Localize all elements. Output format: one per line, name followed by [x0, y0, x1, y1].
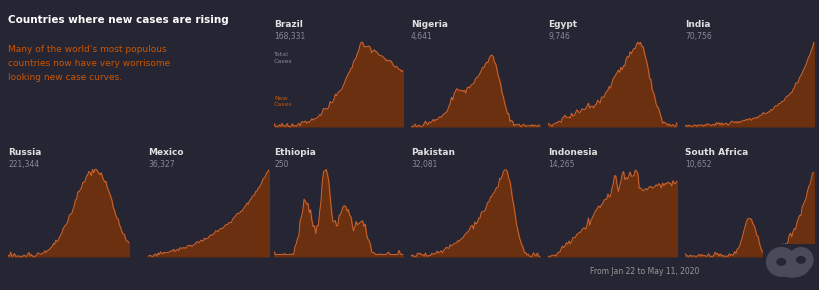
Text: 10,652: 10,652	[684, 160, 711, 169]
Text: Russia: Russia	[8, 148, 42, 157]
Text: India: India	[684, 20, 710, 29]
Text: 70,756: 70,756	[684, 32, 711, 41]
Text: South Africa: South Africa	[684, 148, 748, 157]
Circle shape	[776, 259, 785, 265]
Ellipse shape	[774, 255, 808, 277]
Text: 36,327: 36,327	[148, 160, 174, 169]
Text: 14,265: 14,265	[547, 160, 574, 169]
Text: From Jan 22 to May 11, 2020: From Jan 22 to May 11, 2020	[590, 267, 699, 275]
Text: Countries where new cases are rising: Countries where new cases are rising	[8, 15, 229, 25]
Text: Nigeria: Nigeria	[410, 20, 447, 29]
Text: Pakistan: Pakistan	[410, 148, 455, 157]
Text: Indonesia: Indonesia	[547, 148, 597, 157]
Ellipse shape	[766, 248, 795, 276]
Text: Ethiopia: Ethiopia	[274, 148, 315, 157]
Text: 32,081: 32,081	[410, 160, 437, 169]
Ellipse shape	[788, 248, 812, 272]
Text: Mexico: Mexico	[148, 148, 183, 157]
Text: 221,344: 221,344	[8, 160, 39, 169]
Text: Brazil: Brazil	[274, 20, 302, 29]
Text: 9,746: 9,746	[547, 32, 569, 41]
Text: Many of the world’s most populous
countries now have very worrisome
looking new : Many of the world’s most populous countr…	[8, 45, 170, 82]
Text: New
Cases: New Cases	[274, 96, 292, 107]
Text: 4,641: 4,641	[410, 32, 432, 41]
Text: 250: 250	[274, 160, 288, 169]
Text: 168,331: 168,331	[274, 32, 305, 41]
Circle shape	[796, 257, 804, 263]
Text: Total
Cases: Total Cases	[274, 52, 292, 64]
Text: Egypt: Egypt	[547, 20, 577, 29]
